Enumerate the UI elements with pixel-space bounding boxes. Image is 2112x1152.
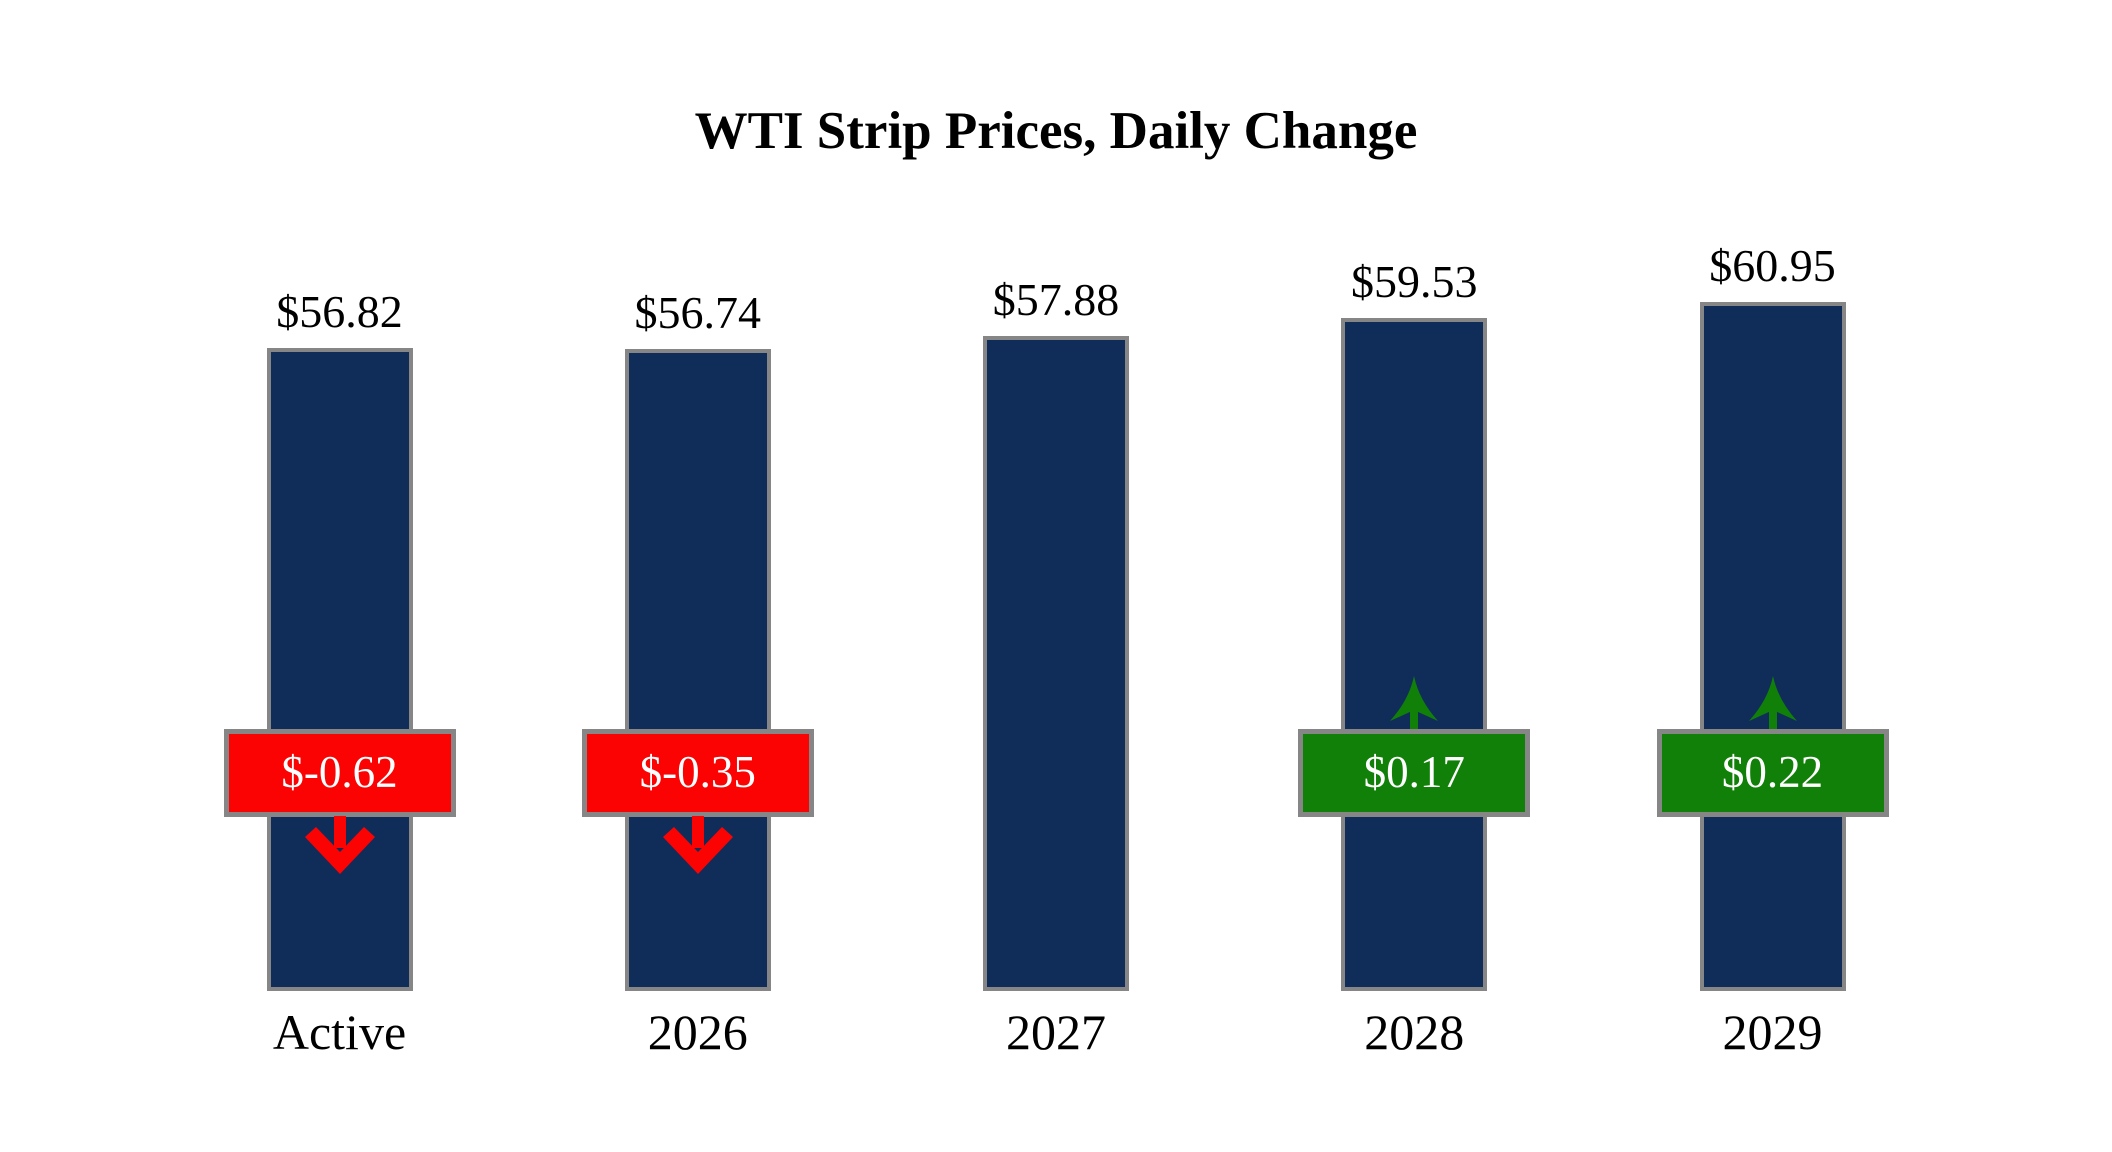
down-arrow-icon [662, 816, 733, 874]
category-label: 2026 [647, 1004, 748, 1060]
bar [1699, 302, 1846, 991]
category-label: 2029 [1722, 1004, 1823, 1060]
change-label: $-0.35 [639, 747, 756, 797]
down-arrow-icon [304, 816, 375, 874]
bar [624, 349, 771, 991]
bar-value-label: $60.95 [1709, 240, 1836, 291]
bar [266, 348, 413, 991]
bar-value-label: $56.74 [634, 287, 762, 338]
category-label: 2027 [1006, 1004, 1106, 1060]
change-label: $-0.62 [281, 747, 398, 797]
bar-value-label: $57.88 [992, 274, 1120, 325]
up-arrow-icon [1748, 676, 1797, 730]
bar-value-label: $56.82 [276, 286, 403, 337]
bar [1341, 318, 1488, 991]
change-badge: $0.17 [1298, 729, 1531, 817]
change-label: $0.17 [1363, 747, 1465, 797]
up-arrow-icon [1390, 676, 1439, 730]
change-badge: $0.22 [1656, 729, 1889, 817]
bar [983, 336, 1129, 991]
category-label: 2028 [1364, 1004, 1465, 1060]
change-label: $0.22 [1721, 747, 1824, 797]
category-label: Active [272, 1004, 407, 1060]
chart-title: WTI Strip Prices, Daily Change [694, 102, 1418, 160]
change-badge: $-0.35 [581, 729, 814, 817]
bar-value-label: $59.53 [1351, 256, 1478, 307]
change-badge: $-0.62 [223, 729, 456, 817]
